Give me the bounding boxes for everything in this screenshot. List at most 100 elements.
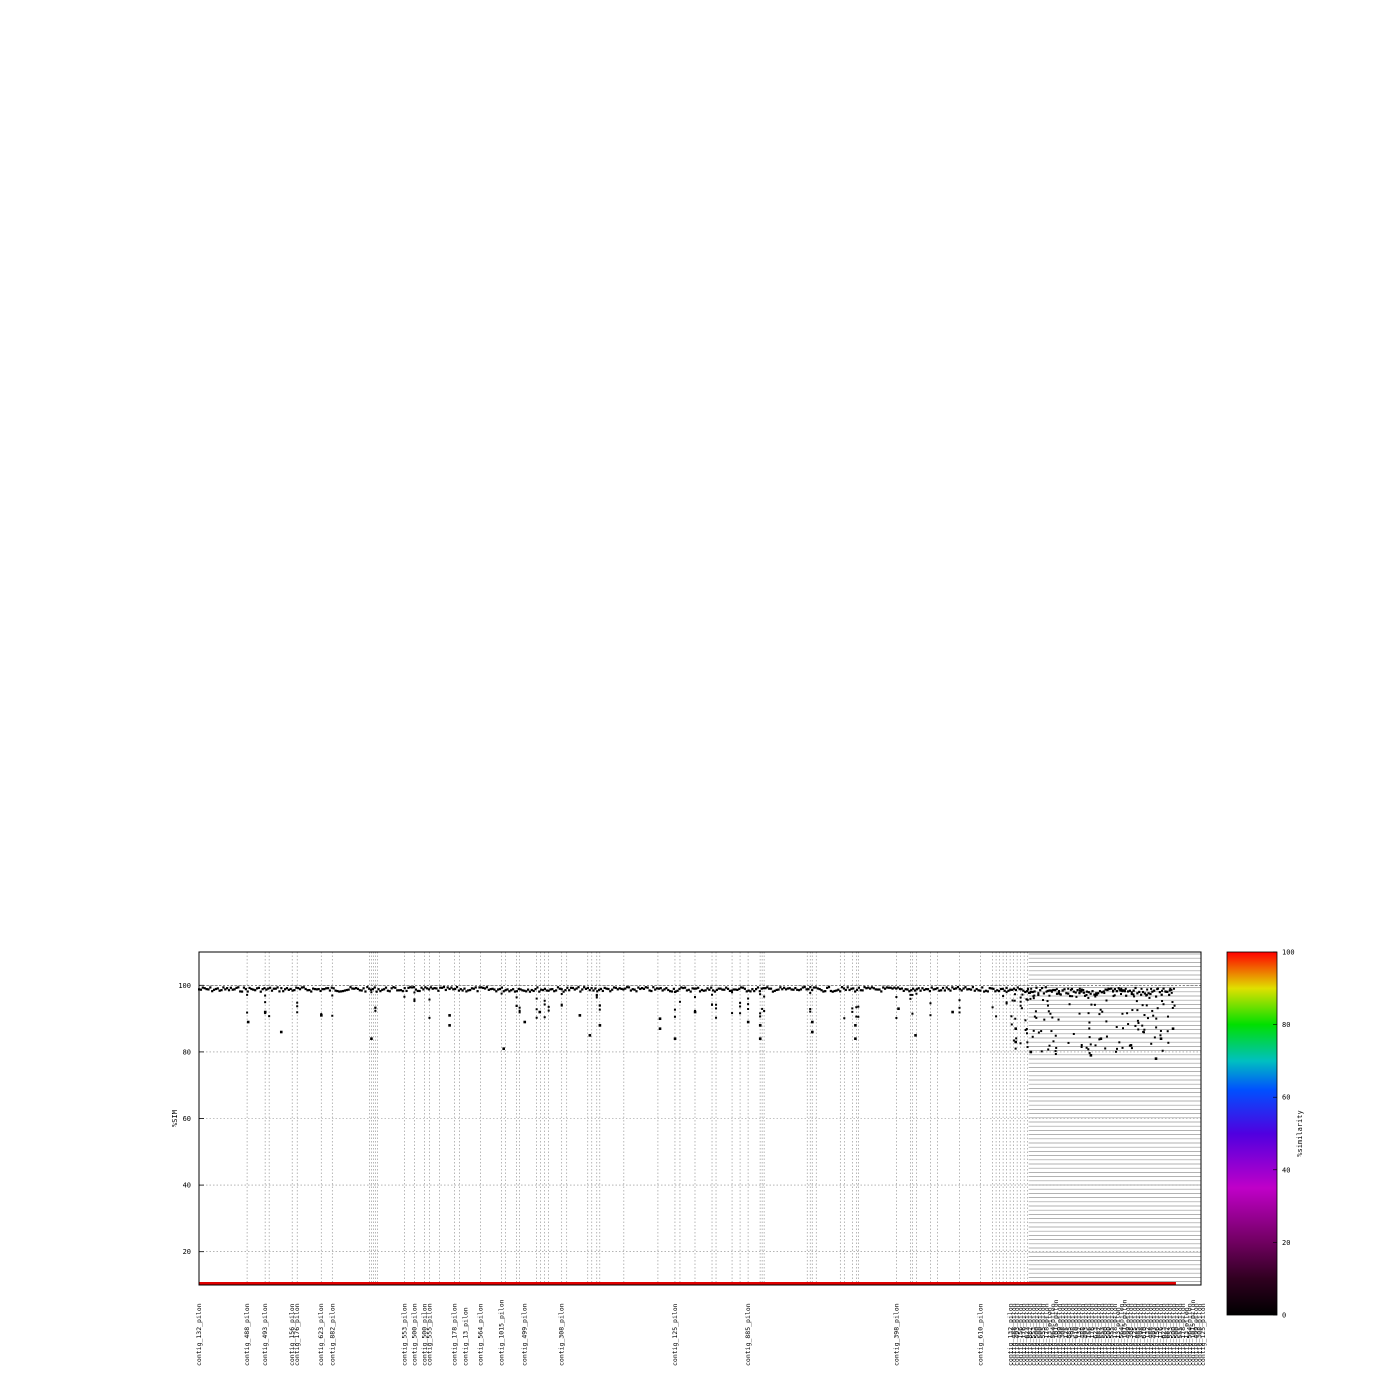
data-point <box>1134 986 1137 990</box>
data-point <box>762 987 765 990</box>
data-point <box>250 987 253 991</box>
data-point <box>541 989 545 992</box>
contig-label: contig_132_pilon <box>1007 1303 1015 1366</box>
data-point <box>839 990 842 993</box>
data-point <box>334 989 337 992</box>
data-point <box>938 989 941 992</box>
data-point <box>1099 1037 1103 1040</box>
data-point <box>1014 988 1018 992</box>
data-point <box>1128 989 1132 992</box>
contig-label: contig_1015_pilon <box>1189 1299 1197 1366</box>
data-point <box>532 989 535 993</box>
contig-label: contig_500_pilon <box>420 1303 428 1366</box>
data-point <box>296 1005 299 1008</box>
data-point <box>1058 989 1061 992</box>
data-point <box>912 987 915 990</box>
data-point <box>1047 1010 1050 1013</box>
data-point <box>693 1010 697 1014</box>
data-point <box>1014 1017 1017 1020</box>
data-point <box>1112 995 1115 998</box>
contig-label: contig_500_pilon <box>1036 1303 1044 1366</box>
data-point <box>682 986 685 990</box>
data-point <box>897 986 900 989</box>
data-point <box>448 1024 451 1027</box>
data-point <box>984 989 988 992</box>
data-point <box>1146 1017 1149 1020</box>
data-point <box>345 988 348 992</box>
data-point <box>340 990 343 993</box>
data-point <box>543 987 546 990</box>
data-point <box>291 989 294 992</box>
data-point <box>846 986 849 989</box>
data-point <box>414 988 418 991</box>
data-point <box>1040 1030 1043 1033</box>
data-point <box>459 988 462 991</box>
contig-label: contig_178_pilon <box>1042 1303 1050 1366</box>
data-point <box>736 988 739 992</box>
data-point <box>759 1015 762 1018</box>
data-point <box>1116 1047 1119 1050</box>
data-point <box>809 985 812 989</box>
data-point <box>951 986 954 989</box>
y-tick-label: 80 <box>183 1048 191 1056</box>
data-point <box>535 1008 538 1011</box>
data-point <box>1040 986 1044 990</box>
data-point <box>1120 987 1123 990</box>
data-point <box>369 988 373 991</box>
data-point <box>205 988 208 991</box>
contig-label: contig_178_pilon <box>1111 1303 1119 1366</box>
data-point <box>1114 1050 1117 1053</box>
data-point <box>803 985 806 989</box>
data-point <box>1069 994 1072 998</box>
data-point <box>543 1003 546 1006</box>
data-point <box>700 988 703 992</box>
data-point <box>220 989 223 992</box>
data-point <box>640 987 644 990</box>
data-point <box>310 990 313 993</box>
data-point <box>1152 1014 1155 1017</box>
data-point <box>405 989 408 993</box>
contig-label: contig_499_pilon <box>1192 1303 1200 1366</box>
data-point <box>465 990 468 993</box>
data-point <box>403 995 406 998</box>
data-point <box>731 1012 734 1015</box>
data-point <box>482 986 485 990</box>
data-point <box>370 991 373 994</box>
data-point <box>1136 1009 1139 1012</box>
data-point <box>306 989 309 992</box>
data-point <box>910 989 913 992</box>
data-point <box>517 987 520 991</box>
data-point <box>461 989 464 992</box>
contig-label: contig_13_pilon <box>1182 1307 1190 1366</box>
data-point <box>469 988 472 992</box>
data-point <box>1067 987 1070 990</box>
data-point <box>454 987 457 991</box>
data-point <box>658 1017 662 1020</box>
data-point <box>1067 1041 1070 1044</box>
contig-label: contig_610_pilon <box>1072 1303 1080 1366</box>
data-point <box>1131 1009 1134 1012</box>
data-point <box>1089 1043 1092 1046</box>
data-point <box>412 986 416 989</box>
data-point <box>480 986 483 989</box>
data-point <box>428 1016 431 1019</box>
data-point <box>1085 993 1088 996</box>
data-point <box>947 988 950 991</box>
data-point <box>1113 988 1117 991</box>
data-point <box>611 988 614 991</box>
data-point <box>588 1034 592 1037</box>
data-point <box>1055 988 1058 991</box>
data-point <box>1054 988 1057 992</box>
data-point <box>374 1006 377 1009</box>
data-point <box>1100 991 1103 994</box>
data-point <box>1162 987 1165 990</box>
data-point <box>732 988 735 991</box>
data-point <box>560 992 563 995</box>
data-point <box>1067 992 1070 995</box>
data-point <box>616 988 619 991</box>
data-point <box>325 987 328 990</box>
data-point <box>743 987 746 990</box>
data-point <box>689 990 692 993</box>
data-point <box>1159 1029 1162 1032</box>
data-point <box>633 988 636 991</box>
